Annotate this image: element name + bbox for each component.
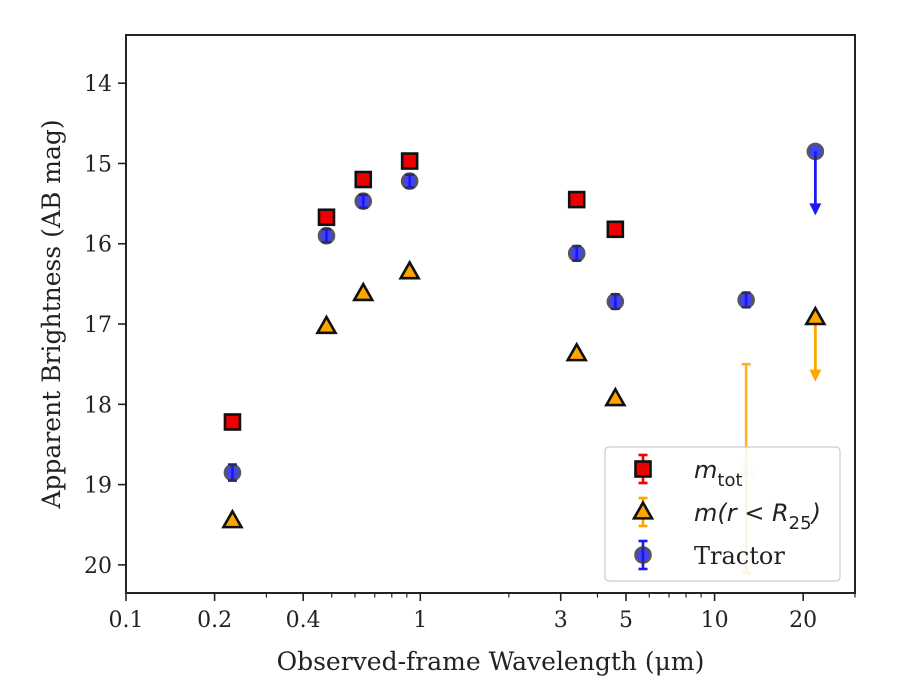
upper-limit-arrow	[809, 151, 822, 216]
y-axis-label: Apparent Brightness (AB mag)	[37, 119, 66, 509]
circle-point	[567, 244, 586, 263]
triangle-point	[804, 305, 827, 326]
legend-label: mtot	[694, 456, 743, 491]
x-tick-label: 3	[554, 608, 568, 633]
square-point	[400, 152, 419, 170]
circle-point	[223, 463, 242, 482]
y-tick-label: 18	[84, 393, 112, 418]
series-m-tot	[223, 152, 625, 431]
x-tick-label: 1	[413, 608, 427, 633]
legend-square-icon	[634, 460, 652, 478]
x-tick-label: 5	[619, 608, 633, 633]
square-point	[317, 208, 336, 227]
legend-circle-icon	[634, 546, 652, 564]
legend-label: Tractor	[694, 542, 785, 570]
triangle-point	[315, 314, 338, 335]
series-tractor	[223, 142, 825, 482]
triangle-point	[398, 259, 421, 280]
x-tick-label: 0.2	[197, 608, 232, 633]
y-tick-label: 20	[84, 554, 112, 579]
x-axis: 0.1 0.2 0.4 1 3 5 10 20	[109, 593, 856, 633]
x-tick-label: 20	[789, 608, 817, 633]
x-axis-label: Observed-frame Wavelength (μm)	[277, 647, 705, 676]
square-point	[606, 220, 625, 239]
y-tick-label: 16	[84, 233, 112, 258]
square-point	[354, 170, 373, 189]
circle-point	[354, 192, 373, 210]
x-tick-label: 10	[701, 608, 729, 633]
y-tick-label: 14	[84, 72, 112, 97]
y-tick-label: 15	[84, 152, 112, 177]
y-axis: 14 15 16 17 18 19 20	[84, 72, 126, 579]
upper-limit-arrow	[809, 317, 822, 382]
circle-point	[806, 142, 825, 161]
legend-box	[604, 446, 841, 582]
y-tick-label: 19	[84, 474, 112, 499]
triangle-point	[565, 341, 588, 362]
circle-point	[737, 291, 755, 309]
legend-label: m(r < R25)	[694, 499, 821, 534]
y-tick-label: 17	[84, 313, 112, 338]
square-point	[223, 413, 242, 431]
x-tick-label: 0.4	[286, 608, 321, 633]
legend: mtot m(r < R25) Tractor	[604, 446, 841, 582]
triangle-point	[221, 508, 244, 529]
square-point	[567, 190, 586, 209]
plot-frame	[125, 34, 856, 594]
circle-point	[400, 172, 419, 190]
legend-triangle-icon	[631, 499, 655, 520]
circle-point	[606, 292, 625, 311]
triangle-point	[604, 386, 627, 407]
x-tick-label: 0.1	[109, 608, 144, 633]
triangle-point	[352, 281, 375, 302]
circle-point	[317, 226, 336, 245]
